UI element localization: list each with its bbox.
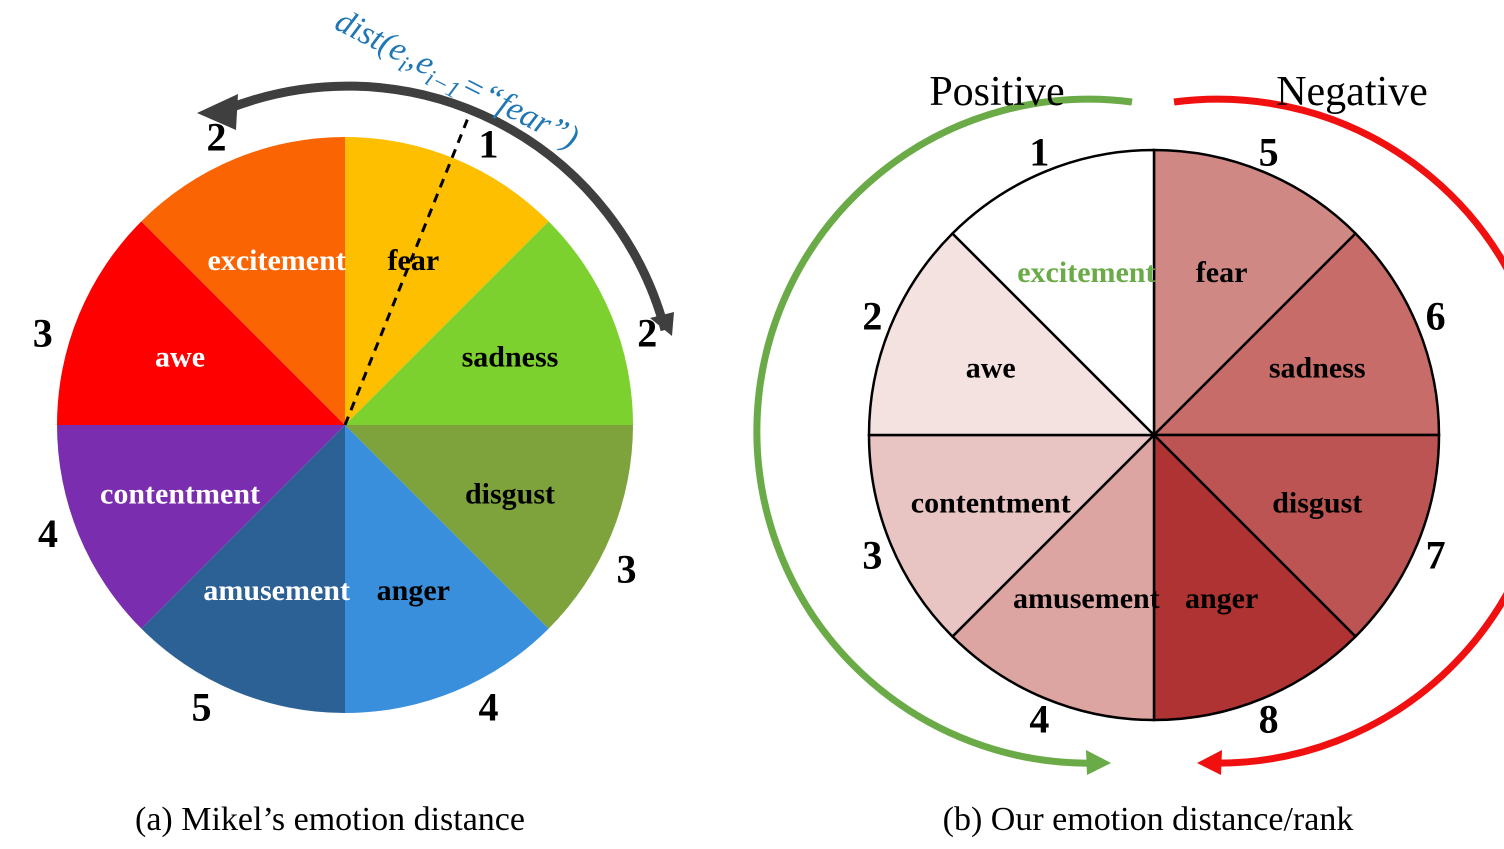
wedge-sadness	[345, 221, 633, 425]
wedge-label-excitement: excitement	[208, 244, 346, 277]
wedge-anger	[345, 425, 549, 713]
mikel-distance-numbers: 1 2 3 4 5 4 3 2	[33, 114, 657, 729]
wedge-label-amusement: amusement	[203, 574, 350, 607]
positive-label: Positive	[929, 69, 1064, 115]
distance-number: 4	[38, 511, 58, 556]
wedge-label-contentment: contentment	[100, 477, 260, 510]
wedge-fear	[1152, 148, 1358, 439]
wedge-contentment	[867, 433, 1158, 639]
our-emotion-wheel	[867, 148, 1441, 722]
wedge-label-awe: awe	[966, 351, 1016, 384]
negative-label: Negative	[1276, 69, 1428, 115]
distance-number: 1	[1029, 129, 1049, 174]
wedge-label-sadness: sadness	[1269, 351, 1366, 384]
distance-arrow-head-left	[197, 94, 238, 130]
distance-number: 3	[33, 311, 53, 356]
our-wedge-labels: fear sadness disgust anger amusement contentm…	[911, 256, 1366, 615]
panel-a: fear sadness disgust anger amusement contentm…	[33, 2, 674, 838]
wedge-label-fear: fear	[1196, 256, 1248, 289]
our-rank-numbers: 5 6 7 8 4 3 2 1	[862, 129, 1445, 741]
wedge-label-excitement: excitement	[1017, 256, 1155, 289]
distance-number: 2	[206, 114, 226, 159]
distance-number: 5	[1259, 129, 1279, 174]
distance-number: 3	[617, 546, 637, 591]
distance-arrow-head-right	[650, 312, 674, 336]
distance-number: 2	[862, 293, 882, 338]
mikel-emotion-wheel	[57, 137, 633, 713]
wedge-label-awe: awe	[155, 341, 205, 374]
panel-b-caption: (b) Our emotion distance/rank	[943, 801, 1354, 838]
wedge-disgust	[1150, 433, 1441, 639]
wedge-label-anger: anger	[377, 574, 450, 607]
distance-number: 4	[478, 685, 498, 730]
mikel-wedge-labels: fear sadness disgust anger amusement contentm…	[100, 244, 558, 607]
wedge-contentment	[57, 425, 345, 629]
wedge-label-anger: anger	[1185, 582, 1258, 615]
distance-number: 8	[1259, 697, 1279, 742]
positive-arrow-head	[1086, 750, 1111, 775]
wedge-awe	[867, 231, 1158, 437]
distance-number: 3	[862, 533, 882, 578]
wedge-awe	[57, 221, 345, 425]
distance-number: 4	[1029, 697, 1049, 742]
distance-arrow-arc	[223, 81, 670, 332]
distance-number: 1	[478, 121, 498, 166]
positive-arc	[753, 95, 1133, 767]
wedge-disgust	[345, 425, 633, 629]
wedge-anger	[1152, 431, 1358, 722]
distance-number: 7	[1426, 533, 1446, 578]
panel-a-caption: (a) Mikel’s emotion distance	[135, 801, 525, 838]
negative-arrow-head	[1197, 750, 1222, 775]
distance-number: 2	[637, 311, 657, 356]
wedge-excitement	[141, 137, 345, 425]
wedge-label-amusement: amusement	[1013, 582, 1160, 615]
wedge-label-fear: fear	[388, 244, 440, 277]
wedge-sadness	[1150, 231, 1441, 437]
wedge-label-disgust: disgust	[1272, 487, 1362, 520]
panel-b: fear sadness disgust anger amusement contentm…	[753, 69, 1504, 838]
wedge-label-disgust: disgust	[465, 477, 555, 510]
distance-number: 6	[1426, 293, 1446, 338]
wedge-excitement	[950, 148, 1156, 439]
distance-number: 5	[192, 685, 212, 730]
wedge-amusement	[950, 431, 1156, 722]
negative-arc	[1173, 95, 1504, 767]
wedge-fear	[345, 137, 549, 425]
wedge-amusement	[141, 425, 345, 713]
wedge-label-sadness: sadness	[462, 341, 559, 374]
fear-reference-dashed-line	[343, 107, 474, 426]
wedge-label-contentment: contentment	[911, 487, 1071, 520]
